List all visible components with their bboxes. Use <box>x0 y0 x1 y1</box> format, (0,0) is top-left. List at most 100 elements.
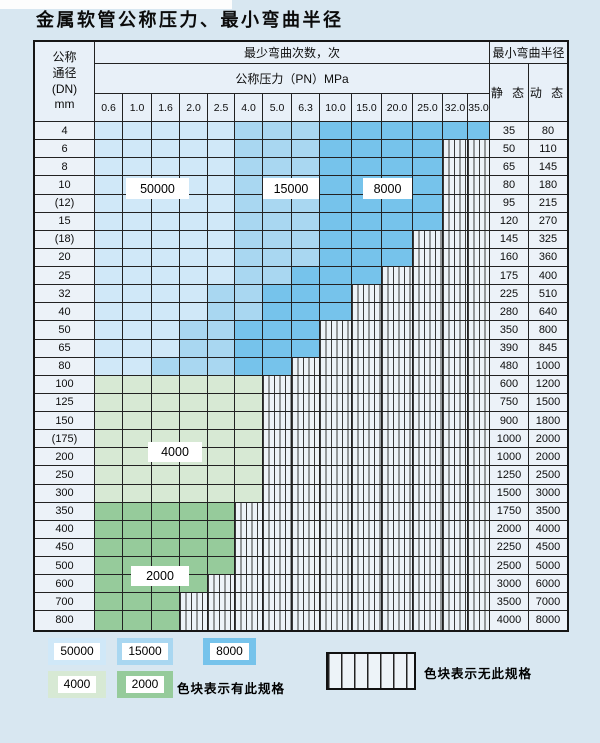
spec-cell-dn700-pn2.0 <box>180 593 208 612</box>
spec-cell-dn20-pn1.0 <box>123 248 152 267</box>
spec-cell-dn350-pn2.0 <box>180 502 208 521</box>
spec-cell-dn8-pn1.6 <box>152 158 180 177</box>
spec-cell-dn15-pn6.3 <box>292 212 320 231</box>
spec-cell-dn32-pn32.0 <box>443 285 468 304</box>
dynamic-radius-dn700: 7000 <box>529 593 567 612</box>
spec-cell-dn6-pn5.0 <box>263 140 292 159</box>
spec-cell-dn15-pn5.0 <box>263 212 292 231</box>
spec-cell-dn80-pn32.0 <box>443 357 468 376</box>
spec-cell-dn150-pn10.0 <box>320 412 352 431</box>
spec-cell-dn65-pn2.5 <box>208 339 235 358</box>
spec-cell-dn250-pn2.5 <box>208 466 235 485</box>
dn-cell-8: 8 <box>35 158 95 177</box>
spec-cell-dn150-pn4.0 <box>235 412 263 431</box>
spec-cell-dn6-pn35.0 <box>468 140 490 159</box>
spec-cell-dn400-pn15.0 <box>352 520 382 539</box>
spec-cell-dn80-pn10.0 <box>320 357 352 376</box>
spec-cell-dn80-pn6.3 <box>292 357 320 376</box>
pressure-col-header-1.0: 1.0 <box>123 94 152 122</box>
static-radius-dn4: 35 <box>490 122 529 141</box>
spec-cell-dn300-pn20.0 <box>382 484 413 503</box>
spec-cell-dn200-pn20.0 <box>382 448 413 467</box>
legend-has-spec-label: 色块表示有此规格 <box>177 682 286 696</box>
spec-cell-dn150-pn35.0 <box>468 412 490 431</box>
spec-cell-dn800-pn5.0 <box>263 611 292 630</box>
dn-cell-80: 80 <box>35 357 95 376</box>
spec-cell-dn40-pn25.0 <box>413 303 443 322</box>
spec-cell-dn300-pn15.0 <box>352 484 382 503</box>
spec-cell-dn15-pn25.0 <box>413 212 443 231</box>
spec-cell-dn20-pn25.0 <box>413 248 443 267</box>
spec-cell-dn400-pn6.3 <box>292 520 320 539</box>
spec-cell-dn25-pn15.0 <box>352 267 382 286</box>
spec-cell-dn350-pn1.6 <box>152 502 180 521</box>
spec-cell-dn4-pn2.0 <box>180 122 208 141</box>
spec-cell-dn40-pn2.5 <box>208 303 235 322</box>
spec-cell-dn50-pn1.0 <box>123 321 152 340</box>
dynamic-radius-dn800: 8000 <box>529 611 567 630</box>
spec-cell-dn8-pn1.0 <box>123 158 152 177</box>
spec-cell-dn6-pn25.0 <box>413 140 443 159</box>
static-radius-dn32: 225 <box>490 285 529 304</box>
spec-cell-dn20-pn2.5 <box>208 248 235 267</box>
spec-cell-dn50-pn32.0 <box>443 321 468 340</box>
spec-cell-dn6-pn2.0 <box>180 140 208 159</box>
pressure-bend-radius-table: 公称 通径 (DN) mm 最少弯曲次数，次 最小弯曲半径 公称压力（PN）MP… <box>33 40 569 632</box>
spec-cell-dn8-pn2.5 <box>208 158 235 177</box>
dn-cell-300: 300 <box>35 484 95 503</box>
spec-cell-dn(18)-pn4.0 <box>235 230 263 249</box>
spec-cell-dn32-pn0.6 <box>95 285 123 304</box>
spec-cell-dn25-pn25.0 <box>413 267 443 286</box>
spec-cell-dn25-pn1.6 <box>152 267 180 286</box>
dn-cell-250: 250 <box>35 466 95 485</box>
spec-cell-dn80-pn0.6 <box>95 357 123 376</box>
spec-cell-dn40-pn15.0 <box>352 303 382 322</box>
spec-cell-dn32-pn10.0 <box>320 285 352 304</box>
spec-cell-dn400-pn5.0 <box>263 520 292 539</box>
dynamic-radius-dn150: 1800 <box>529 412 567 431</box>
spec-cell-dn350-pn20.0 <box>382 502 413 521</box>
zone-label-8000: 8000 <box>363 178 412 199</box>
spec-cell-dn100-pn25.0 <box>413 375 443 394</box>
dn-header-line: 通径 <box>52 65 77 80</box>
spec-cell-dn20-pn2.0 <box>180 248 208 267</box>
spec-cell-dn125-pn20.0 <box>382 393 413 412</box>
dynamic-radius-dn80: 1000 <box>529 357 567 376</box>
spec-cell-dn125-pn2.5 <box>208 393 235 412</box>
spec-cell-dn300-pn2.0 <box>180 484 208 503</box>
spec-cell-dn65-pn15.0 <box>352 339 382 358</box>
spec-cell-dn6-pn10.0 <box>320 140 352 159</box>
spec-cell-dn80-pn1.0 <box>123 357 152 376</box>
spec-cell-dn(12)-pn25.0 <box>413 194 443 213</box>
spec-cell-dn800-pn4.0 <box>235 611 263 630</box>
spec-cell-dn80-pn5.0 <box>263 357 292 376</box>
spec-cell-dn150-pn32.0 <box>443 412 468 431</box>
spec-cell-dn450-pn6.3 <box>292 538 320 557</box>
pressure-col-header-20.0: 20.0 <box>382 94 413 122</box>
static-radius-dn450: 2250 <box>490 538 529 557</box>
spec-cell-dn(18)-pn32.0 <box>443 230 468 249</box>
spec-cell-dn(175)-pn2.5 <box>208 430 235 449</box>
spec-cell-dn600-pn20.0 <box>382 575 413 594</box>
spec-cell-dn600-pn6.3 <box>292 575 320 594</box>
spec-cell-dn40-pn10.0 <box>320 303 352 322</box>
spec-cell-dn50-pn20.0 <box>382 321 413 340</box>
spec-cell-dn65-pn10.0 <box>320 339 352 358</box>
spec-cell-dn700-pn35.0 <box>468 593 490 612</box>
spec-cell-dn50-pn10.0 <box>320 321 352 340</box>
spec-cell-dn65-pn1.6 <box>152 339 180 358</box>
spec-cell-dn32-pn20.0 <box>382 285 413 304</box>
spec-cell-dn400-pn4.0 <box>235 520 263 539</box>
dynamic-radius-dn300: 3000 <box>529 484 567 503</box>
dn-cell-400: 400 <box>35 520 95 539</box>
spec-cell-dn150-pn5.0 <box>263 412 292 431</box>
spec-cell-dn125-pn32.0 <box>443 393 468 412</box>
dynamic-radius-dn400: 4000 <box>529 520 567 539</box>
spec-cell-dn80-pn35.0 <box>468 357 490 376</box>
spec-cell-dn100-pn10.0 <box>320 375 352 394</box>
spec-cell-dn6-pn20.0 <box>382 140 413 159</box>
pressure-col-header-25.0: 25.0 <box>413 94 443 122</box>
spec-cell-dn500-pn10.0 <box>320 557 352 576</box>
spec-cell-dn8-pn32.0 <box>443 158 468 177</box>
dn-header-line: (DN) <box>51 81 78 96</box>
